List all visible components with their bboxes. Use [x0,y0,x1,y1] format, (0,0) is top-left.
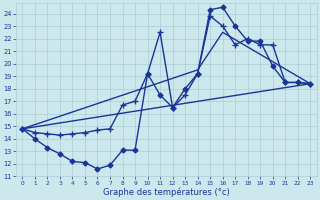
X-axis label: Graphe des températures (°c): Graphe des températures (°c) [103,187,230,197]
